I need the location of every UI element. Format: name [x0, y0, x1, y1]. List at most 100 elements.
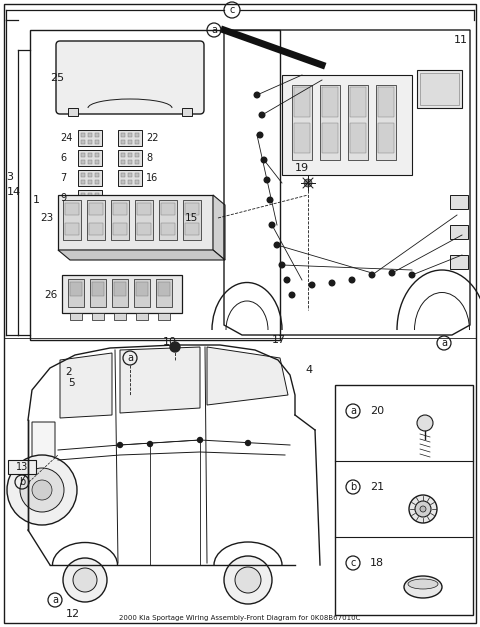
Text: 13: 13 — [16, 462, 28, 472]
Text: 6: 6 — [60, 153, 66, 163]
Bar — [70, 282, 82, 296]
Text: b: b — [19, 477, 25, 487]
Bar — [128, 180, 132, 184]
Bar — [182, 108, 192, 116]
Text: 4: 4 — [305, 365, 312, 375]
Bar — [185, 203, 199, 215]
Bar — [348, 85, 368, 160]
Bar — [68, 108, 78, 116]
Bar — [161, 223, 175, 235]
Circle shape — [289, 292, 295, 298]
Text: 1: 1 — [33, 195, 40, 205]
Bar — [136, 282, 148, 296]
Bar — [88, 153, 92, 157]
Bar — [135, 140, 139, 144]
Ellipse shape — [404, 576, 442, 598]
FancyBboxPatch shape — [56, 41, 204, 114]
Circle shape — [409, 272, 415, 278]
Circle shape — [349, 277, 355, 283]
Circle shape — [309, 282, 315, 288]
Bar — [95, 153, 99, 157]
Circle shape — [329, 280, 335, 286]
Bar — [68, 279, 84, 307]
Ellipse shape — [408, 579, 438, 589]
Bar — [81, 193, 85, 197]
Bar — [78, 150, 102, 166]
Bar — [114, 313, 126, 320]
Bar — [121, 173, 125, 177]
Text: 7: 7 — [60, 173, 66, 183]
Circle shape — [269, 222, 275, 228]
Bar — [90, 279, 106, 307]
Circle shape — [420, 506, 426, 512]
Bar — [88, 140, 92, 144]
Bar — [95, 193, 99, 197]
Circle shape — [259, 112, 265, 118]
Bar — [136, 313, 148, 320]
Bar — [92, 282, 104, 296]
Bar — [135, 180, 139, 184]
Text: 5: 5 — [68, 378, 74, 388]
Bar — [118, 170, 142, 186]
Bar — [78, 190, 102, 206]
Polygon shape — [120, 347, 200, 413]
Bar — [78, 170, 102, 186]
Bar — [294, 87, 310, 117]
Bar — [378, 87, 394, 117]
Bar — [183, 200, 201, 240]
Bar — [128, 140, 132, 144]
Text: 18: 18 — [370, 558, 384, 568]
Text: 19: 19 — [295, 163, 309, 173]
Circle shape — [20, 468, 64, 512]
Bar — [81, 133, 85, 137]
Circle shape — [304, 179, 312, 187]
Bar — [111, 200, 129, 240]
Circle shape — [369, 272, 375, 278]
Circle shape — [63, 558, 107, 602]
Text: 11: 11 — [454, 35, 468, 45]
Text: 2000 Kia Sportage Wiring Assembly-Front Diagram for 0K08B67010C: 2000 Kia Sportage Wiring Assembly-Front … — [120, 615, 360, 621]
Bar — [135, 200, 153, 240]
Bar — [88, 133, 92, 137]
Bar — [128, 133, 132, 137]
Bar — [8, 460, 36, 474]
Bar — [30, 30, 280, 340]
Circle shape — [415, 501, 431, 517]
Polygon shape — [58, 250, 225, 260]
Bar — [161, 203, 175, 215]
Bar — [89, 203, 103, 215]
Bar — [70, 313, 82, 320]
Bar — [158, 313, 170, 320]
Bar — [121, 140, 125, 144]
Bar — [158, 282, 170, 296]
Bar — [88, 173, 92, 177]
Bar — [135, 153, 139, 157]
Text: 10: 10 — [163, 337, 177, 347]
Text: 26: 26 — [44, 290, 57, 300]
Bar — [121, 160, 125, 164]
Circle shape — [197, 438, 203, 443]
Bar — [95, 140, 99, 144]
Bar — [58, 195, 213, 250]
Bar — [118, 150, 142, 166]
Circle shape — [389, 270, 395, 276]
Text: a: a — [441, 338, 447, 348]
Bar — [81, 180, 85, 184]
Circle shape — [32, 480, 52, 500]
Bar — [282, 75, 412, 175]
Circle shape — [73, 568, 97, 592]
Bar — [62, 275, 182, 313]
Text: b: b — [350, 482, 356, 492]
Bar — [78, 130, 102, 146]
Bar — [378, 123, 394, 153]
Bar — [135, 173, 139, 177]
Bar — [114, 282, 126, 296]
Text: 24: 24 — [60, 133, 72, 143]
Bar — [88, 180, 92, 184]
Bar — [121, 153, 125, 157]
Bar — [81, 140, 85, 144]
Bar — [420, 73, 459, 105]
Bar — [159, 200, 177, 240]
Circle shape — [235, 567, 261, 593]
Circle shape — [7, 455, 77, 525]
